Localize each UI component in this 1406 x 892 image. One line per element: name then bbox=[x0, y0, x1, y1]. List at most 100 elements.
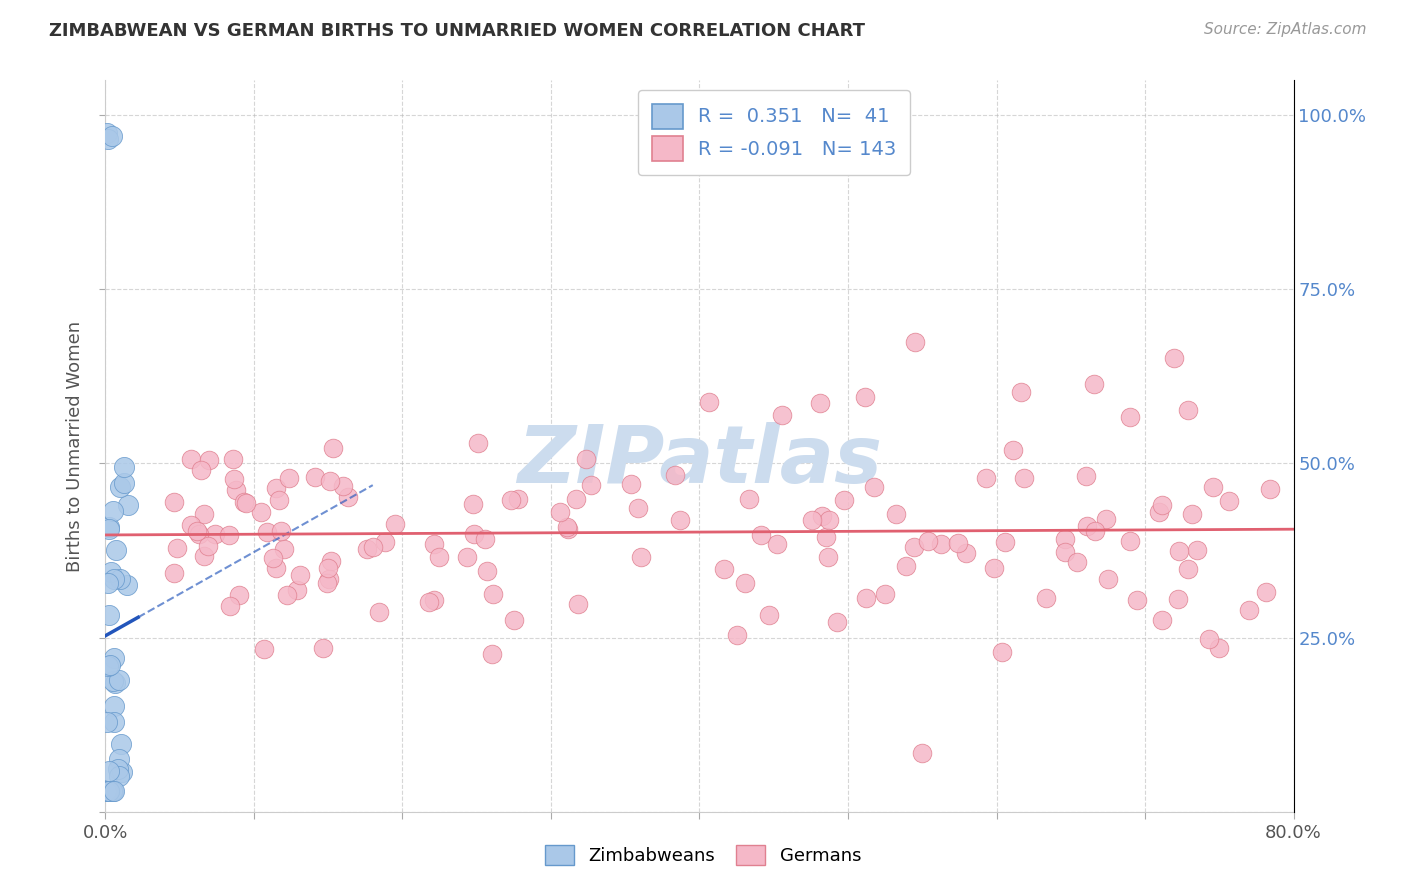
Point bbox=[190, 462, 212, 476]
Point bbox=[467, 436, 489, 450]
Point bbox=[917, 534, 939, 549]
Point bbox=[98, 520, 121, 534]
Point bbox=[103, 651, 125, 665]
Point bbox=[100, 657, 122, 672]
Point bbox=[104, 675, 127, 690]
Point bbox=[253, 641, 276, 656]
Point bbox=[316, 560, 339, 574]
Point bbox=[97, 784, 120, 798]
Point bbox=[108, 572, 131, 586]
Point bbox=[1237, 603, 1260, 617]
Point bbox=[475, 564, 498, 578]
Point bbox=[1177, 562, 1199, 576]
Point bbox=[815, 530, 838, 544]
Point bbox=[1126, 592, 1149, 607]
Point bbox=[187, 526, 209, 541]
Point bbox=[862, 480, 884, 494]
Point bbox=[356, 541, 378, 556]
Point bbox=[101, 673, 124, 688]
Point bbox=[108, 480, 131, 494]
Point bbox=[853, 390, 876, 404]
Point bbox=[337, 490, 360, 504]
Point bbox=[221, 451, 243, 466]
Point bbox=[103, 572, 125, 586]
Point bbox=[269, 493, 291, 508]
Point bbox=[228, 588, 250, 602]
Point bbox=[101, 784, 124, 798]
Point bbox=[697, 395, 720, 409]
Legend: Zimbabweans, Germans: Zimbabweans, Germans bbox=[537, 838, 869, 872]
Point bbox=[103, 698, 125, 713]
Point bbox=[1163, 351, 1185, 365]
Point bbox=[991, 645, 1014, 659]
Point bbox=[929, 537, 952, 551]
Point bbox=[318, 572, 340, 586]
Point bbox=[911, 746, 934, 760]
Point bbox=[817, 549, 839, 564]
Point bbox=[166, 541, 188, 555]
Point bbox=[557, 522, 579, 536]
Point bbox=[463, 526, 485, 541]
Point bbox=[627, 500, 650, 515]
Point bbox=[311, 640, 333, 655]
Point bbox=[955, 546, 977, 560]
Point bbox=[749, 528, 772, 542]
Point bbox=[1168, 544, 1191, 558]
Point bbox=[96, 784, 118, 798]
Point bbox=[817, 513, 839, 527]
Point bbox=[384, 516, 406, 531]
Point bbox=[664, 468, 686, 483]
Point bbox=[725, 628, 748, 642]
Point bbox=[98, 784, 121, 798]
Point bbox=[98, 784, 121, 798]
Point bbox=[277, 471, 299, 485]
Point bbox=[163, 495, 186, 509]
Point bbox=[98, 522, 121, 536]
Point bbox=[163, 566, 186, 580]
Point bbox=[1152, 614, 1174, 628]
Point bbox=[1166, 591, 1188, 606]
Text: ZIPatlas: ZIPatlas bbox=[517, 422, 882, 500]
Point bbox=[368, 605, 391, 619]
Point bbox=[974, 471, 997, 485]
Point bbox=[946, 536, 969, 550]
Point bbox=[456, 549, 478, 564]
Point bbox=[825, 615, 848, 630]
Point bbox=[884, 508, 907, 522]
Point bbox=[630, 550, 652, 565]
Point bbox=[270, 524, 292, 539]
Point bbox=[304, 470, 326, 484]
Point bbox=[1095, 511, 1118, 525]
Point bbox=[285, 583, 308, 598]
Point bbox=[101, 504, 124, 518]
Point bbox=[1198, 632, 1220, 646]
Point bbox=[256, 525, 278, 540]
Point bbox=[1084, 524, 1107, 538]
Point bbox=[108, 769, 131, 783]
Point bbox=[565, 492, 588, 507]
Point bbox=[96, 126, 118, 140]
Point bbox=[249, 506, 271, 520]
Point bbox=[1152, 498, 1174, 512]
Point bbox=[111, 765, 134, 780]
Point bbox=[1254, 584, 1277, 599]
Point bbox=[198, 453, 221, 467]
Point bbox=[1001, 443, 1024, 458]
Point bbox=[1118, 534, 1140, 549]
Point bbox=[418, 595, 440, 609]
Point bbox=[97, 658, 120, 673]
Point bbox=[575, 452, 598, 467]
Point bbox=[262, 550, 284, 565]
Point bbox=[873, 586, 896, 600]
Point bbox=[758, 607, 780, 622]
Point bbox=[361, 540, 384, 554]
Point bbox=[619, 477, 641, 491]
Point bbox=[506, 491, 529, 506]
Point bbox=[904, 334, 927, 349]
Point bbox=[180, 517, 202, 532]
Point bbox=[855, 591, 877, 605]
Point bbox=[1076, 468, 1098, 483]
Point bbox=[115, 578, 138, 592]
Point bbox=[288, 568, 311, 582]
Point bbox=[233, 495, 256, 509]
